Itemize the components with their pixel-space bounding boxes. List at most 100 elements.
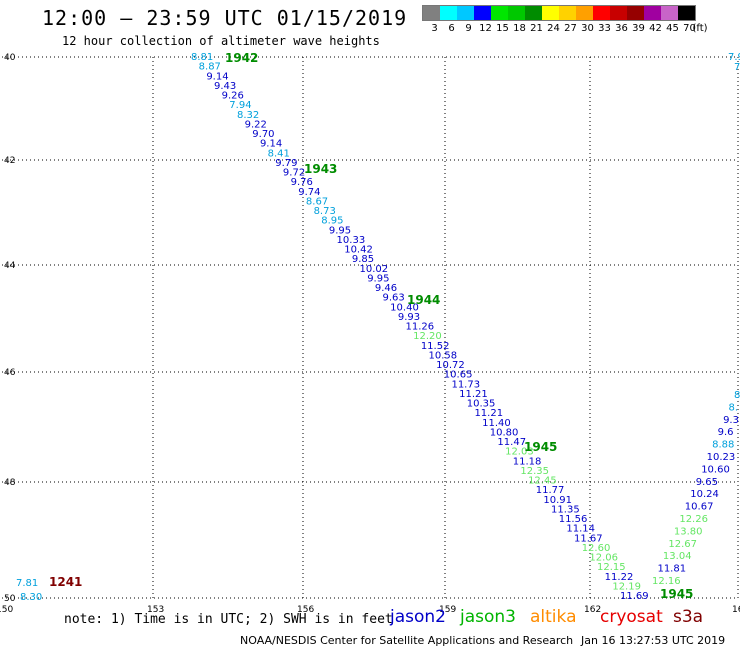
wave-height-value: 11.73 [451, 379, 480, 390]
wave-height-value: 11.77 [536, 485, 565, 496]
track-1: 8.818.879.149.439.267.948.329.229.709.14… [191, 52, 649, 602]
wave-height-value: 9.22 [245, 119, 267, 130]
time-label: 1945 [524, 440, 557, 454]
y-tick-label: 40 [4, 53, 16, 63]
time-label: 1241 [49, 575, 82, 589]
wave-height-value: 10.35 [467, 399, 496, 410]
wave-height-value: 10.91 [543, 495, 572, 506]
wave-height-value: 13.80 [674, 526, 703, 537]
wave-height-value: 9.65 [696, 477, 718, 488]
wave-height-value: 11.47 [497, 437, 526, 448]
legend-label: 36 [615, 23, 628, 34]
wave-height-value: 12.20 [413, 331, 442, 342]
wave-height-value: 12.03 [505, 447, 534, 458]
legend-swatch [542, 6, 559, 20]
legend-swatch [644, 6, 661, 20]
wave-height-value: 12.35 [520, 466, 549, 477]
wave-height-value: 12.15 [597, 562, 626, 573]
y-tick-label: 48 [4, 478, 16, 488]
wave-height-value: 10.60 [701, 464, 730, 475]
wave-height-value: 9.3 [723, 415, 739, 426]
satellite-s3a: s3a [673, 607, 704, 627]
wave-height-value: 9.85 [352, 254, 374, 265]
legend-label: 21 [530, 23, 543, 34]
wave-height-value: 11.52 [421, 341, 450, 352]
wave-height-value: 9.76 [291, 177, 313, 188]
wave-height-value: 11.18 [513, 456, 542, 467]
legend-swatch [440, 6, 457, 20]
wave-height-value: 9.72 [283, 168, 305, 179]
wave-height-value: 9.79 [275, 158, 297, 169]
legend-swatch [610, 6, 627, 20]
satellite-jason2: jason2 [390, 607, 446, 627]
legend-swatch [508, 6, 525, 20]
y-tick-label: 44 [4, 261, 16, 271]
wave-height-value: 8.32 [237, 110, 259, 121]
wave-height-value: 12.16 [652, 576, 681, 587]
wave-height-value: 13.04 [663, 551, 692, 562]
wave-height-value: 12.67 [668, 539, 697, 550]
wave-height-value: 8.81 [191, 52, 213, 63]
wave-height-value: 8.30 [20, 592, 42, 603]
y-tick-label: 50 [4, 594, 16, 604]
legend-label: 12 [479, 23, 492, 34]
x-tick-label: 153 [147, 605, 164, 615]
x-tick-label: 159 [439, 605, 456, 615]
wave-height-value: 10.80 [490, 427, 519, 438]
wave-height-value: 10.23 [707, 452, 736, 463]
legend-label: 45 [666, 23, 679, 34]
x-tick-label: 162 [584, 605, 601, 615]
generated-timestamp: Jan 16 13:27:53 UTC 2019 [581, 634, 726, 647]
legend-label: 3 [431, 23, 438, 34]
x-tick-label: 150 [0, 605, 13, 615]
wave-height-value: 11.69 [620, 591, 649, 602]
wave-height-value: 12.19 [612, 581, 641, 592]
wave-height-value: 8.95 [321, 216, 343, 227]
page-title: 12:00 – 23:59 UTC 01/15/2019 [42, 6, 408, 30]
page-subtitle: 12 hour collection of altimeter wave hei… [62, 34, 380, 48]
wave-height-value: 8.73 [314, 206, 336, 217]
legend-label: 24 [547, 23, 560, 34]
wave-height-value: 12.06 [589, 553, 618, 564]
wave-height-value: 8.67 [306, 196, 328, 207]
legend-swatch [593, 6, 610, 20]
wave-height-value: 11.21 [459, 389, 488, 400]
top-right-edge: 7.97 [728, 52, 740, 73]
axis-ticks: 150 153 156 159 162 165 40 42 44 46 48 50 [0, 53, 740, 615]
wave-height-value: 9.6 [718, 427, 734, 438]
legend-label: 9 [465, 23, 472, 34]
legend-swatch [423, 6, 440, 20]
legend-label: 42 [649, 23, 662, 34]
satellite-cryosat: cryosat [600, 607, 663, 627]
time-labels: 1942 1943 1944 1945 1945 1241 [49, 51, 693, 601]
legend-swatch [474, 6, 491, 20]
wave-height-value: 10.33 [337, 235, 366, 246]
wave-height-value: 7.9 [728, 52, 740, 63]
grid-lines [2, 56, 739, 599]
satellite-jason3: jason3 [460, 607, 516, 627]
legend-swatch [559, 6, 576, 20]
legend-label: 18 [513, 23, 526, 34]
wave-height-value: 8.88 [712, 440, 734, 451]
legend-labels: 3 6 9 12 15 18 21 24 27 30 33 36 39 42 45 70 (ft) [422, 21, 707, 35]
track-2: 8.8.9.39.68.8810.2310.609.6510.2410.6712… [652, 390, 740, 587]
wave-height-value: 11.22 [605, 572, 634, 583]
y-tick-label: 42 [4, 156, 15, 166]
wave-height-value: 9.43 [214, 81, 236, 92]
wave-height-value: 10.65 [444, 370, 473, 381]
x-tick-label: 156 [297, 605, 314, 615]
legend-swatch [491, 6, 508, 20]
wave-height-value: 10.02 [360, 264, 389, 275]
wave-height-value: 9.95 [367, 273, 389, 284]
wave-height-value: 9.74 [298, 187, 320, 198]
wave-height-value: 7 [734, 62, 740, 73]
wave-height-value: 12.45 [528, 476, 557, 487]
legend-swatch [661, 6, 678, 20]
wave-height-value: 9.46 [375, 283, 397, 294]
time-label: 1944 [407, 293, 440, 307]
wave-height-value: 11.40 [482, 418, 511, 429]
wave-height-value: 10.67 [685, 502, 714, 513]
time-label: 1943 [304, 162, 337, 176]
